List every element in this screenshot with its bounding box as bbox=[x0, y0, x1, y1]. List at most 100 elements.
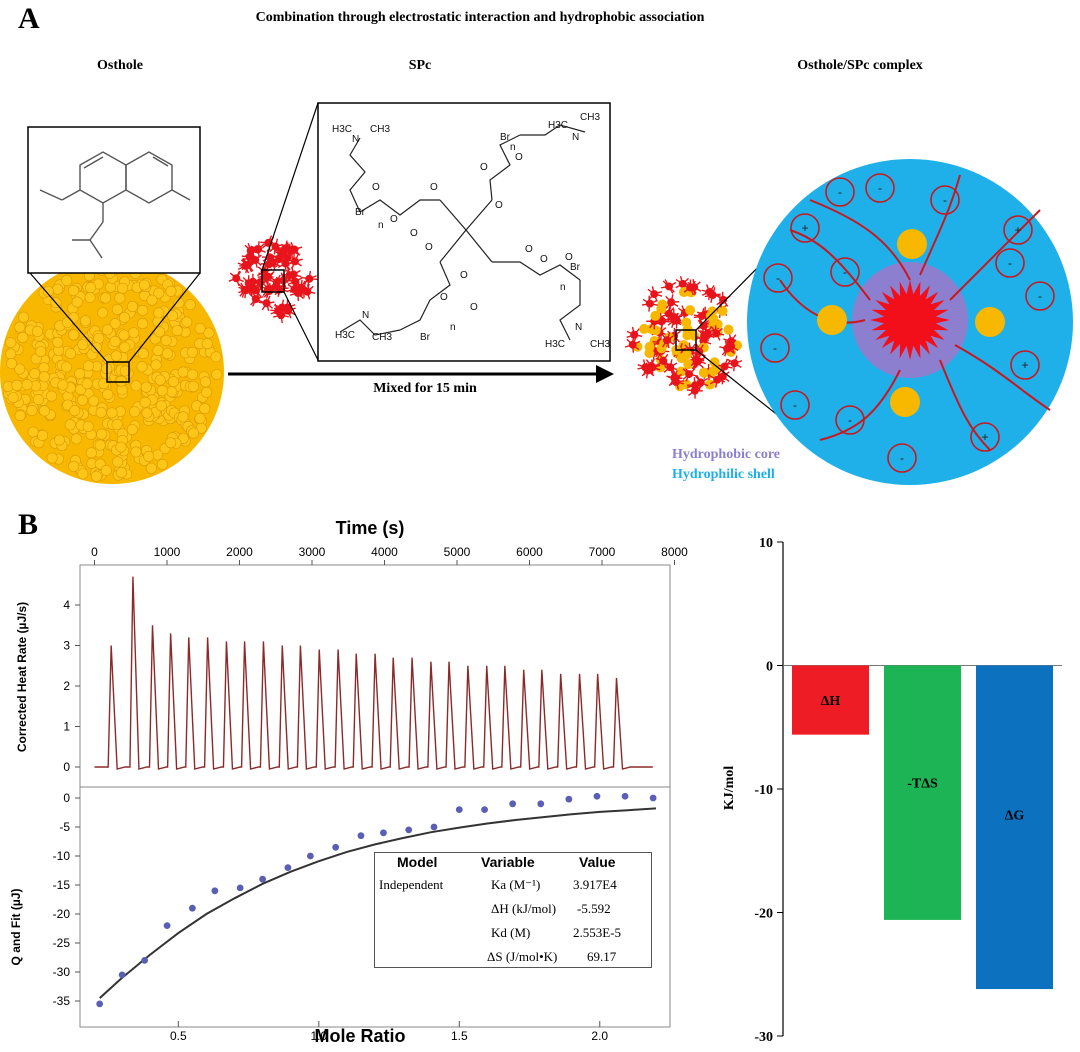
spc-arm bbox=[649, 299, 658, 305]
osthole-molecule-dot bbox=[14, 410, 26, 422]
chem-atom-label: O bbox=[430, 182, 438, 193]
spc-arm bbox=[667, 313, 670, 322]
spc-arm bbox=[664, 279, 670, 287]
spc-arm bbox=[274, 303, 279, 312]
spc-arm bbox=[690, 352, 697, 360]
osthole-molecule-dot bbox=[61, 274, 73, 286]
spc-arm bbox=[303, 288, 312, 291]
spc-arm bbox=[287, 281, 296, 285]
spc-arm bbox=[274, 282, 282, 290]
chem-atom-label: H3C bbox=[545, 339, 565, 350]
osthole-molecule-dot bbox=[109, 318, 121, 330]
charge-symbol: - bbox=[793, 398, 797, 412]
osthole-molecule-dot bbox=[137, 348, 149, 360]
spc-arm bbox=[708, 332, 717, 337]
spc-arm bbox=[289, 274, 296, 282]
osthole-molecule-dot bbox=[68, 285, 80, 297]
osthole-molecule-dot bbox=[88, 395, 100, 407]
osthole-molecule-dot bbox=[150, 359, 162, 371]
spc-arm bbox=[245, 287, 254, 294]
spc-arm bbox=[247, 283, 252, 292]
time-tick-label: 4000 bbox=[371, 545, 398, 559]
spc-arm bbox=[669, 362, 678, 368]
spc-arm bbox=[648, 295, 651, 304]
spc-arm bbox=[734, 360, 743, 364]
osthole-molecule-dot bbox=[101, 324, 113, 336]
ratio-tick-label: 0.5 bbox=[170, 1029, 187, 1043]
itc-data-point bbox=[593, 792, 601, 800]
osthole-molecule-dot bbox=[173, 297, 185, 309]
spc-arm bbox=[237, 262, 246, 267]
chem-atom-label: O bbox=[515, 152, 523, 163]
fit-row-variable: Ka (M⁻¹) bbox=[491, 877, 541, 892]
osthole-molecule-dot bbox=[187, 369, 199, 381]
spc-arm bbox=[707, 325, 713, 334]
spc-arm bbox=[272, 262, 281, 267]
spc-arm bbox=[306, 278, 310, 287]
spc-arm bbox=[257, 271, 265, 277]
spc-arm bbox=[723, 345, 732, 351]
spc-arm bbox=[293, 273, 302, 278]
spc-arm bbox=[261, 242, 269, 249]
spc-arm bbox=[687, 390, 696, 396]
spc-arm bbox=[705, 284, 711, 293]
spc-arm bbox=[670, 294, 674, 303]
ratio-tick-label: 2.0 bbox=[591, 1029, 608, 1043]
osthole-guest bbox=[897, 229, 927, 259]
spc-arm bbox=[666, 339, 675, 345]
charge-symbol: + bbox=[1021, 358, 1028, 372]
spc-arm bbox=[649, 302, 658, 306]
charge-ring bbox=[830, 257, 860, 287]
spc-arm bbox=[267, 288, 277, 291]
osthole-molecule-dot bbox=[46, 390, 58, 402]
osthole-molecule-dot bbox=[77, 394, 89, 406]
spc-arm bbox=[697, 329, 705, 337]
charge-symbol: - bbox=[900, 451, 904, 465]
spc-arm bbox=[255, 295, 264, 300]
chem-atom-label: CH3 bbox=[370, 124, 390, 135]
osthole-molecule-dot bbox=[119, 341, 131, 353]
spc-label: SPc bbox=[408, 58, 432, 73]
spc-arm bbox=[696, 358, 705, 362]
osthole-molecule-dot bbox=[155, 400, 167, 412]
spc-arm bbox=[708, 291, 711, 300]
spc-arm bbox=[673, 319, 682, 326]
osthole-guest bbox=[890, 387, 920, 417]
spc-arm bbox=[673, 370, 678, 379]
spc-arm bbox=[248, 282, 257, 288]
osthole-guest bbox=[817, 305, 847, 335]
spc-arm bbox=[297, 288, 306, 294]
osthole-dot bbox=[650, 310, 661, 321]
charge-symbol: - bbox=[878, 181, 882, 195]
osthole-structure-box bbox=[27, 126, 201, 274]
bar-y-tick-label: 0 bbox=[766, 660, 773, 675]
spc-arm bbox=[257, 241, 260, 250]
osthole-molecule-dot bbox=[90, 470, 102, 482]
spc-arm bbox=[245, 263, 254, 267]
q-tick-label: -10 bbox=[53, 849, 71, 863]
spc-arm bbox=[662, 360, 667, 369]
spc-arm bbox=[686, 389, 695, 392]
osthole-molecule-dot bbox=[167, 376, 179, 388]
complex-particle bbox=[624, 276, 743, 399]
spc-arm bbox=[670, 301, 679, 307]
spc-arm bbox=[294, 246, 303, 251]
spc-arm bbox=[668, 281, 677, 288]
osthole-molecule-dot bbox=[38, 405, 50, 417]
spc-arm bbox=[695, 359, 698, 368]
spc-arm bbox=[241, 255, 250, 258]
chem-atom-label: H3C bbox=[332, 124, 352, 135]
heat-tick-label: 4 bbox=[63, 598, 70, 612]
chem-atom-label: O bbox=[390, 214, 398, 225]
osthole-dot bbox=[717, 305, 728, 316]
ratio-tick-label: 1.5 bbox=[451, 1029, 468, 1043]
osthole-molecule-dot bbox=[126, 424, 138, 436]
itc-data-point bbox=[621, 792, 629, 800]
spc-arm bbox=[733, 363, 736, 372]
spc-arm bbox=[267, 242, 276, 248]
spc-arm bbox=[306, 283, 310, 292]
osthole-molecule-dot bbox=[95, 406, 107, 418]
spc-arm bbox=[236, 277, 244, 283]
spc-arm bbox=[263, 271, 266, 280]
spc-arm bbox=[279, 304, 288, 309]
